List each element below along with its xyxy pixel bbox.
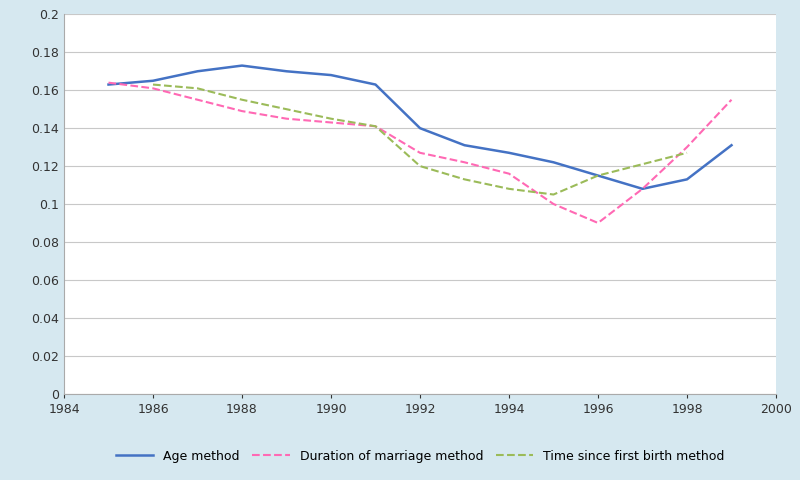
Time since first birth method [282,107,291,112]
Line: Time since first birth method: Time since first birth method [153,84,687,194]
Age method [638,186,647,192]
Time since first birth method [326,116,336,121]
Legend: Age method, Duration of marriage method, Time since first birth method: Age method, Duration of marriage method,… [110,445,730,468]
Duration of marriage method [237,108,246,114]
Duration of marriage method [193,97,202,103]
Age method [460,143,470,148]
Age method [594,173,603,179]
Age method [415,125,425,131]
Time since first birth method [370,123,380,129]
Line: Age method: Age method [109,66,731,189]
Duration of marriage method [148,85,158,91]
Duration of marriage method [104,80,114,85]
Duration of marriage method [726,97,736,103]
Time since first birth method [682,150,692,156]
Age method [726,143,736,148]
Age method [682,177,692,182]
Time since first birth method [549,192,558,197]
Duration of marriage method [594,220,603,226]
Duration of marriage method [682,144,692,150]
Time since first birth method [415,163,425,169]
Age method [370,82,380,87]
Time since first birth method [504,186,514,192]
Duration of marriage method [282,116,291,121]
Line: Duration of marriage method: Duration of marriage method [109,83,731,223]
Duration of marriage method [415,150,425,156]
Time since first birth method [638,161,647,167]
Duration of marriage method [370,123,380,129]
Time since first birth method [148,82,158,87]
Time since first birth method [460,177,470,182]
Age method [148,78,158,84]
Age method [193,68,202,74]
Time since first birth method [193,85,202,91]
Duration of marriage method [638,186,647,192]
Duration of marriage method [549,201,558,207]
Duration of marriage method [504,171,514,177]
Time since first birth method [237,97,246,103]
Age method [282,68,291,74]
Age method [504,150,514,156]
Age method [326,72,336,78]
Duration of marriage method [460,159,470,165]
Duration of marriage method [326,120,336,125]
Age method [237,63,246,69]
Age method [104,82,114,87]
Age method [549,159,558,165]
Time since first birth method [594,173,603,179]
